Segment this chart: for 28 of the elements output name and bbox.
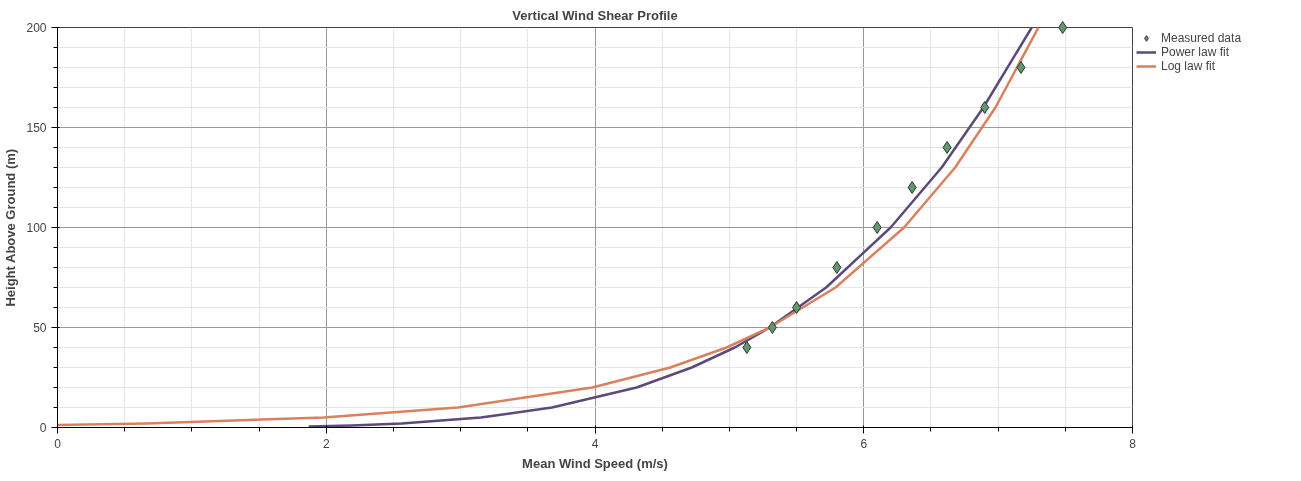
- point: [792, 301, 802, 314]
- x-tick-label: 0: [54, 436, 62, 451]
- point: [907, 181, 917, 194]
- point: [832, 261, 842, 274]
- y-tick-label: 100: [26, 221, 47, 235]
- x-tick-label: 6: [860, 436, 868, 451]
- y-tick-label: 0: [39, 421, 47, 435]
- line-series: [307, 27, 1033, 428]
- y-axis-title: Height Above Ground (m): [3, 148, 19, 307]
- y-tick-label: 50: [33, 321, 47, 335]
- x-tick-label: 2: [322, 436, 330, 451]
- legend-label: Power law fit: [1161, 45, 1230, 59]
- legend-label: Log law fit: [1161, 59, 1216, 73]
- x-tick-label: 4: [591, 436, 599, 451]
- point: [742, 341, 752, 354]
- y-tick-label: 150: [26, 121, 47, 135]
- point: [980, 101, 990, 114]
- point: [1016, 61, 1026, 74]
- point: [767, 321, 777, 334]
- point: [942, 141, 952, 154]
- chart-title: Vertical Wind Shear Profile: [512, 7, 678, 23]
- line-series: [57, 27, 1040, 427]
- x-tick-label: 8: [1129, 436, 1137, 451]
- x-axis-title: Mean Wind Speed (m/s): [522, 455, 668, 471]
- point: [1058, 21, 1068, 34]
- legend-label: Measured data: [1161, 31, 1242, 45]
- point: [872, 221, 882, 234]
- y-tick-label: 200: [26, 21, 47, 35]
